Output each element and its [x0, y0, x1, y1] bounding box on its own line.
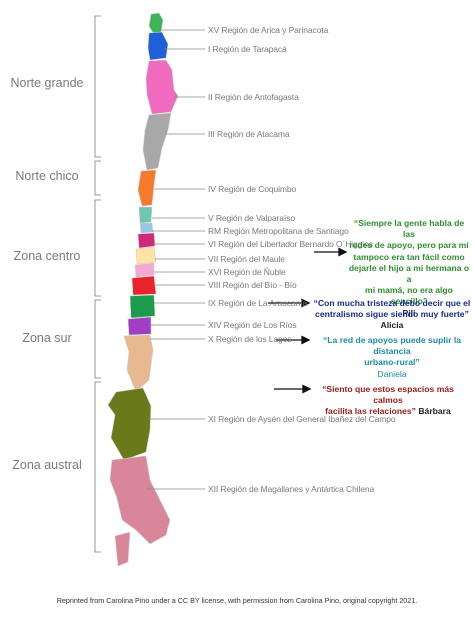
region-label-v: V Región de Valparaíso [208, 213, 295, 223]
region-iv-shape [137, 169, 157, 207]
region-viii-shape [131, 275, 157, 296]
region-label-xv: XV Región de Arica y Parinacota [208, 25, 329, 35]
copyright-credit: Reprinted from Carolina Pino under a CC … [56, 596, 418, 605]
region-label-ii: II Región de Antofagasta [208, 92, 299, 102]
region-iii-shape [142, 112, 172, 171]
quote-line: mi mamá, no era algo sencillo” [365, 285, 453, 307]
region-leader-lines [146, 29, 205, 490]
quote-barbara: “Siento que estos espacios más calmos fa… [313, 384, 463, 418]
bracket-zona-sur [94, 299, 101, 379]
region-label-i: I Región de Tarapacá [208, 44, 287, 54]
quote-author: Alicia [380, 320, 404, 331]
region-xiv-shape [127, 316, 152, 336]
region-xii-shape [109, 455, 171, 545]
region-ix-shape [129, 294, 156, 319]
antarctic-territory-shape [114, 531, 131, 567]
quote-author: Daniela [377, 368, 407, 379]
region-xi-shape [107, 387, 152, 461]
region-vii-shape [135, 246, 157, 265]
quote-line: “Siempre la gente habla de las [353, 218, 465, 240]
quote-line: “Con mucha tristeza debo decir que el [313, 298, 471, 308]
quote-line: “Siento que estos espacios más calmos [322, 384, 454, 406]
quote-line: facilita las relaciones” Bárbara [325, 406, 451, 417]
region-i-shape [147, 31, 169, 61]
bracket-zona-austral [94, 381, 101, 553]
quote-pili: “Siempre la gente habla de las redes de … [347, 218, 471, 319]
bracket-zona-centro [94, 199, 101, 297]
region-label-rm: RM Región Metropolitana de Santiago [208, 226, 349, 236]
zone-brackets [94, 15, 101, 553]
zone-label-zona-austral: Zona austral [12, 458, 82, 472]
region-xvi-shape [134, 262, 155, 278]
region-label-viii: VIII Región del Bío - Bío [208, 280, 297, 290]
quote-author: Bárbara [418, 406, 451, 417]
region-label-vii: VII Región del Maule [208, 254, 285, 264]
region-label-x: X Región de los Lagos [208, 334, 292, 344]
zone-label-zona-sur: Zona sur [22, 331, 72, 345]
quote-line: “La red de apoyos puede suplir la distan… [322, 335, 461, 357]
region-label-iii: III Región de Atacama [208, 129, 290, 139]
region-label-xiv: XIV Región de Los Ríos [208, 320, 297, 330]
zone-label-zona-centro: Zona centro [13, 249, 81, 263]
zone-label-norte-grande: Norte grande [10, 76, 84, 90]
chile-map [107, 12, 179, 567]
region-v-shape [138, 206, 153, 224]
quote-line: urbano-rural” [364, 357, 420, 368]
region-rm-shape [139, 222, 154, 234]
region-label-vi: VI Región del Libertador Bernardo O´Higg… [208, 239, 373, 249]
bracket-norte-grande [94, 15, 101, 158]
quote-line: dejarle el hijo a mi hermana o a [348, 262, 470, 285]
bracket-norte-chico [94, 160, 101, 196]
quote-arrows [268, 247, 348, 394]
quote-alicia: “Con mucha tristeza debo decir que el ce… [313, 298, 471, 332]
zone-label-norte-chico: Norte chico [15, 169, 79, 183]
quote-line: tampoco era tan fácil como [353, 251, 465, 262]
region-label-iv: IV Región de Coquimbo [208, 184, 297, 194]
region-label-xii: XII Región de Magallanes y Antártica Chi… [208, 484, 375, 494]
region-label-ix: IX Región de La Araucanía [208, 298, 308, 308]
quote-line: redes de apoyo, pero para mí [349, 240, 469, 251]
quote-line: centralismo sigue siendo muy fuerte” Ali… [315, 309, 469, 331]
region-ii-shape [145, 59, 179, 115]
region-x-shape [123, 334, 154, 393]
region-vi-shape [137, 232, 156, 249]
region-label-xi: XI Región de Aysén del General Ibañez de… [208, 414, 396, 424]
region-label-xvi: XVI Región de Ñuble [208, 267, 286, 277]
quote-daniela: “La red de apoyos puede suplir la distan… [312, 335, 472, 380]
quote-author: Pili [402, 307, 416, 318]
